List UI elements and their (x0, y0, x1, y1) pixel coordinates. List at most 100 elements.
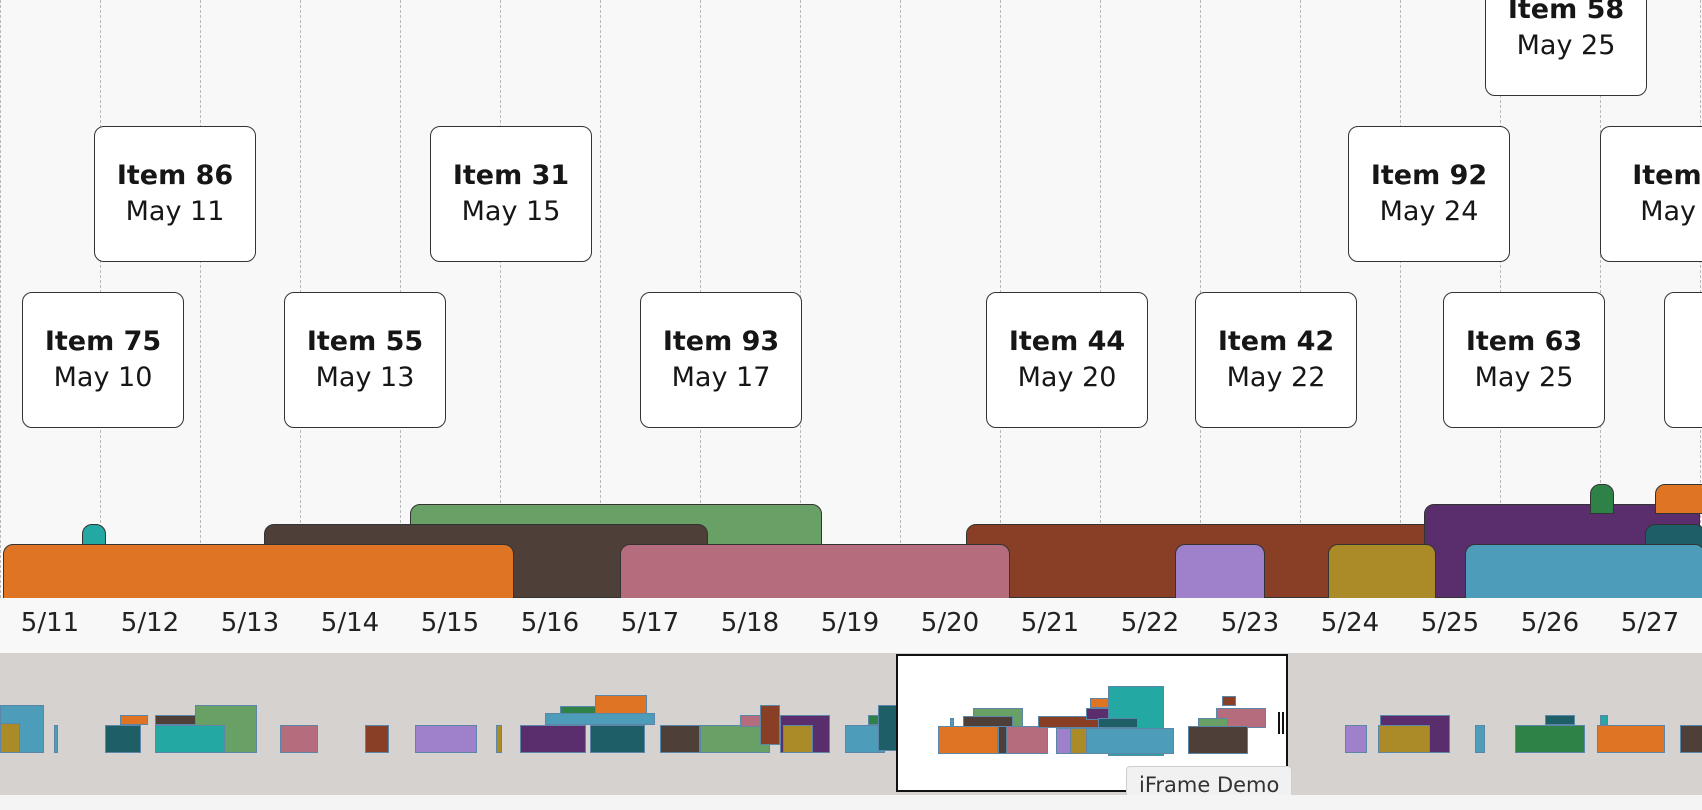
item-bubble-63[interactable]: Item 63 May 25 (1443, 292, 1605, 428)
overview-bar (54, 725, 58, 753)
item-title: Item 55 (306, 326, 424, 357)
overview-bar (1222, 696, 1236, 706)
axis-tick-label: 5/17 (620, 608, 680, 638)
gridline (600, 0, 601, 653)
item-date: May 10 (53, 362, 153, 393)
overview-window-content (898, 656, 1286, 790)
overview-bar (595, 695, 647, 715)
overview-bar (1006, 726, 1048, 754)
axis-tick-label: 5/21 (1020, 608, 1080, 638)
item-title: Item 92 (1370, 160, 1488, 191)
axis-tick-label: 5/13 (220, 608, 280, 638)
item-date: May 24 (1379, 196, 1479, 227)
overview-bar (1345, 725, 1367, 753)
item-date: May 25 (1474, 362, 1574, 393)
axis-tick-label: 5/14 (320, 608, 380, 638)
overview-bar (496, 725, 502, 753)
item-bubble-93[interactable]: Item 93 May 17 (640, 292, 802, 428)
item-date: May 11 (125, 196, 225, 227)
item-bubble-42[interactable]: Item 42 May 22 (1195, 292, 1357, 428)
item-bubble-58[interactable]: Item 58 May 25 (1485, 0, 1647, 96)
duration-bar (3, 544, 514, 600)
item-title: Item 4 (1632, 160, 1702, 191)
duration-bar (1328, 544, 1436, 600)
gridline (200, 0, 201, 653)
item-title: Item 93 (662, 326, 780, 357)
overview-window[interactable] (896, 654, 1288, 792)
duration-bar (620, 544, 1010, 600)
item-bubble-4[interactable]: Item 4 May 2 (1600, 126, 1702, 262)
item-date: May 2 (1640, 196, 1702, 227)
overview-bar (105, 725, 141, 753)
overview-bar (1600, 715, 1608, 725)
item-date: May 15 (461, 196, 561, 227)
bottom-strip (0, 795, 1702, 810)
overview-bar (155, 725, 225, 753)
duration-bar (1655, 484, 1702, 514)
overview-bar (1597, 725, 1665, 753)
item-date: May 25 (1516, 30, 1616, 61)
duration-bar (1590, 484, 1614, 514)
axis-tick-label: 5/24 (1320, 608, 1380, 638)
item-bubble-86[interactable]: Item 86 May 11 (94, 126, 256, 262)
time-axis: 5/11 5/12 5/13 5/14 5/15 5/16 5/17 5/18 5/19 5/20… (0, 598, 1702, 653)
item-title: Item 63 (1465, 326, 1583, 357)
overview-bar (0, 723, 20, 753)
overview-bar (545, 713, 655, 725)
item-date: May 17 (671, 362, 771, 393)
overview-bar (1098, 718, 1138, 728)
item-title: Item 31 (452, 160, 570, 191)
overview-bar (1475, 725, 1485, 753)
axis-tick-label: 5/12 (120, 608, 180, 638)
item-title: Item 44 (1008, 326, 1126, 357)
axis-tick-label: 5/19 (820, 608, 880, 638)
overview-bar (590, 725, 645, 753)
overview-bar (1680, 725, 1702, 753)
overview-bar (783, 725, 813, 753)
item-bubble-31[interactable]: Item 31 May 15 (430, 126, 592, 262)
item-bubble-92[interactable]: Item 92 May 24 (1348, 126, 1510, 262)
overview-bar (520, 725, 586, 753)
overview-bar (120, 715, 148, 725)
axis-tick-label: 5/23 (1220, 608, 1280, 638)
gridline (500, 0, 501, 653)
item-date: May 13 (315, 362, 415, 393)
item-title: Item 58 (1507, 0, 1625, 25)
item-date: May 20 (1017, 362, 1117, 393)
item-title: Item 42 (1217, 326, 1335, 357)
axis-tick-label: 5/22 (1120, 608, 1180, 638)
item-date: May 22 (1226, 362, 1326, 393)
overview-bar (1378, 725, 1430, 753)
axis-tick-label: 5/27 (1620, 608, 1680, 638)
resize-handle[interactable] (1278, 712, 1284, 734)
overview-bar (415, 725, 477, 753)
duration-bar (1465, 544, 1702, 600)
gridline (1400, 0, 1401, 653)
timeline-chart: Item 58 May 25 Item 86 May 11 Item 31 Ma… (0, 0, 1702, 653)
item-bubble-partial[interactable]: I M (1664, 292, 1702, 428)
overview-bar (660, 725, 700, 753)
overview-bar (280, 725, 318, 753)
item-bubble-44[interactable]: Item 44 May 20 (986, 292, 1148, 428)
item-bubble-75[interactable]: Item 75 May 10 (22, 292, 184, 428)
axis-tick-label: 5/25 (1420, 608, 1480, 638)
item-bubble-55[interactable]: Item 55 May 13 (284, 292, 446, 428)
gridline (900, 0, 901, 653)
overview-bar (760, 705, 780, 745)
axis-tick-label: 5/11 (20, 608, 80, 638)
overview-bar (938, 726, 998, 754)
item-title: Item 86 (116, 160, 234, 191)
overview-bar (1545, 715, 1575, 725)
overview-bar (1515, 725, 1585, 753)
overview-bar (1086, 728, 1174, 754)
overview-bar (1188, 726, 1248, 754)
overview-panel[interactable] (0, 653, 1702, 795)
axis-tick-label: 5/18 (720, 608, 780, 638)
axis-tick-label: 5/16 (520, 608, 580, 638)
item-title: Item 75 (44, 326, 162, 357)
axis-tick-label: 5/20 (920, 608, 980, 638)
axis-tick-label: 5/15 (420, 608, 480, 638)
overview-bar (365, 725, 389, 753)
gridline (0, 0, 1, 653)
duration-bar (1175, 544, 1265, 600)
